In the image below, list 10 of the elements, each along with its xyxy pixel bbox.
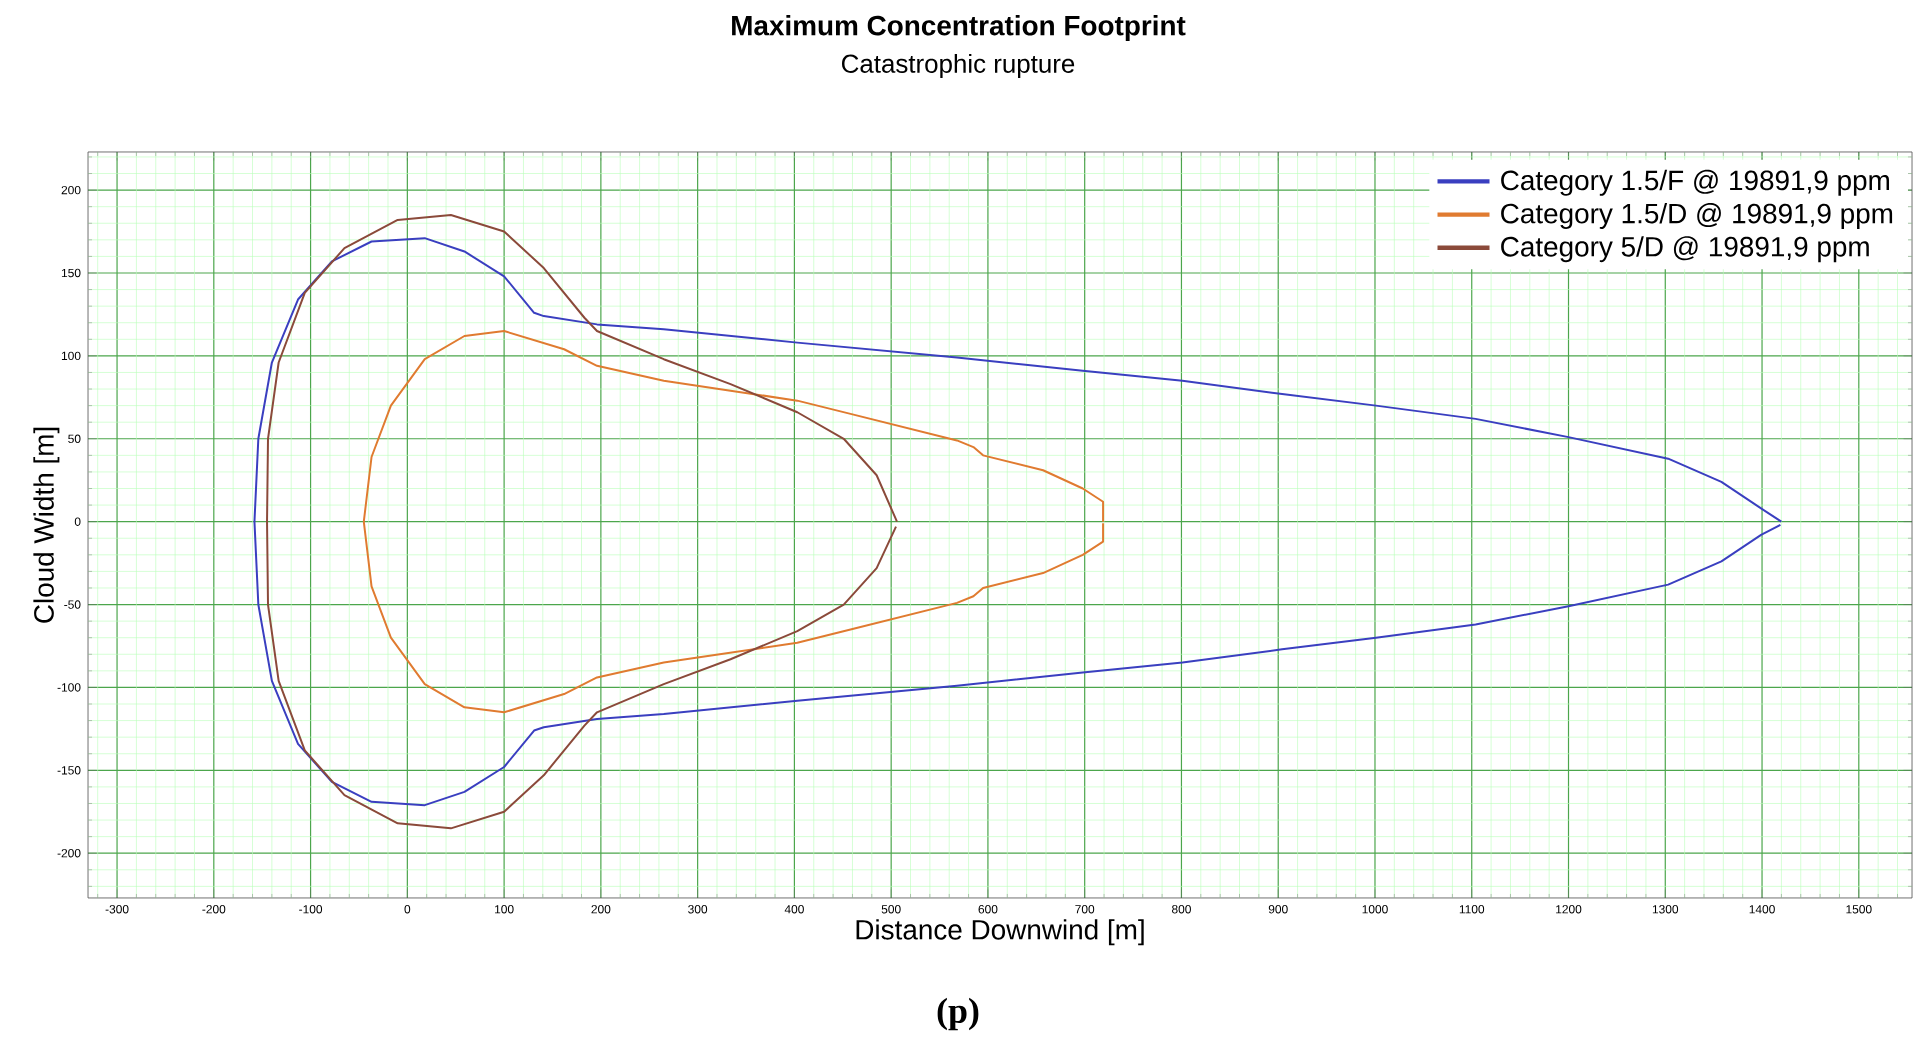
legend-label: Category 1.5/F @ 19891,9 ppm — [1501, 169, 1889, 196]
x-axis-title: Distance Downwind [m] — [856, 919, 1144, 946]
chart-title: Maximum Concentration Footprint — [732, 14, 1186, 41]
text: (p) — [937, 997, 979, 1031]
chart-subtitle: Catastrophic rupture — [841, 53, 1075, 79]
legend-label: Category 5/D @ 19891,9 ppm — [1501, 236, 1869, 263]
line-series — [266, 213, 898, 830]
y-axis-title: Cloud Width [m] — [33, 427, 60, 623]
line-series — [362, 330, 1105, 714]
legend-label: Category 1.5/D @ 19891,9 ppm — [1501, 202, 1893, 229]
